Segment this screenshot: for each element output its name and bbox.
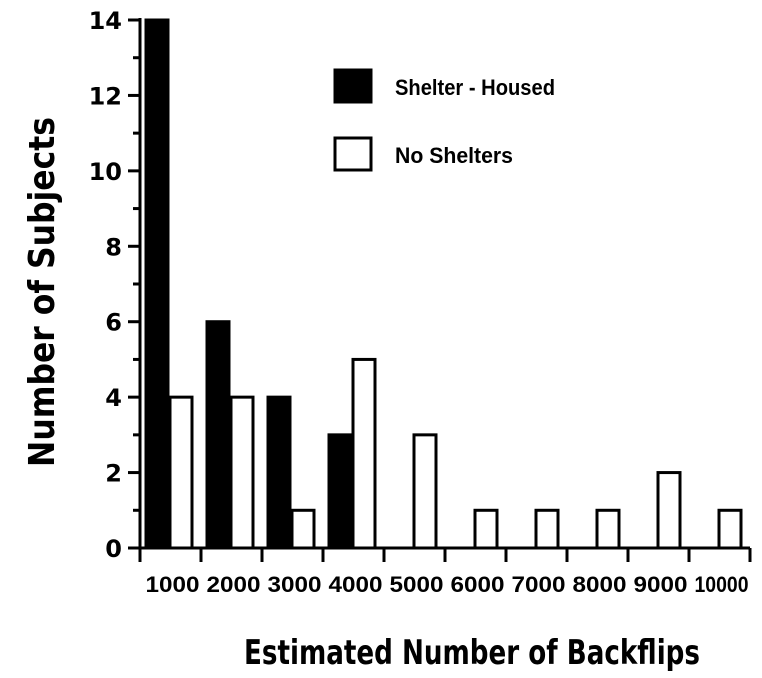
- bar-no-shelters: [351, 357, 377, 550]
- x-tick-label: 5000: [390, 572, 444, 597]
- bar-no-shelters: [168, 395, 194, 550]
- x-tick-label: 6000: [451, 572, 505, 597]
- legend-label-no-shelters: No Shelters: [395, 143, 513, 168]
- y-tick-label: 0: [105, 535, 122, 563]
- bar-no-shelters: [473, 508, 499, 550]
- bar-shelter-housed: [205, 320, 231, 550]
- y-tick-label: 12: [89, 82, 122, 110]
- x-tick-label: 8000: [573, 572, 627, 597]
- y-tick-label: 6: [105, 309, 122, 337]
- bar-shelter-housed: [144, 18, 170, 550]
- legend-swatch-shelter-housed: [333, 68, 373, 104]
- bar-no-shelters: [229, 395, 255, 550]
- x-tick-label: 1000: [146, 572, 200, 597]
- legend: Shelter - Housed No Shelters: [333, 68, 555, 172]
- y-tick-label: 4: [105, 384, 122, 412]
- x-tick-label: 9000: [634, 572, 688, 597]
- bar-no-shelters: [656, 471, 682, 550]
- bar-no-shelters: [534, 508, 560, 550]
- bar-shelter-housed: [327, 433, 353, 550]
- bar-no-shelters: [412, 433, 438, 550]
- bars: [144, 18, 743, 550]
- x-tick-label: 3000: [268, 572, 322, 597]
- y-tick-label: 10: [89, 158, 122, 186]
- labels: 0 2 4 6 8 10 12 14 1000 2000 3000 4000 5000 6000 7000 8…: [22, 7, 749, 673]
- y-tick-label: 2: [105, 460, 122, 488]
- bar-no-shelters: [717, 508, 743, 550]
- y-axis-title: Number of Subjects: [22, 117, 63, 467]
- legend-label-shelter-housed: Shelter - Housed: [395, 75, 555, 100]
- y-tick-label: 8: [105, 233, 122, 261]
- bar-shelter-housed: [266, 395, 292, 550]
- x-tick-label: 7000: [512, 572, 566, 597]
- legend-swatch-no-shelters: [333, 136, 373, 172]
- bar-no-shelters: [595, 508, 621, 550]
- y-tick-label: 14: [89, 7, 122, 35]
- x-tick-label: 2000: [207, 572, 261, 597]
- x-axis-title: Estimated Number of Backflips: [244, 633, 700, 673]
- x-tick-label: 10000: [695, 572, 749, 597]
- x-tick-label: 4000: [329, 572, 383, 597]
- bar-no-shelters: [290, 508, 316, 550]
